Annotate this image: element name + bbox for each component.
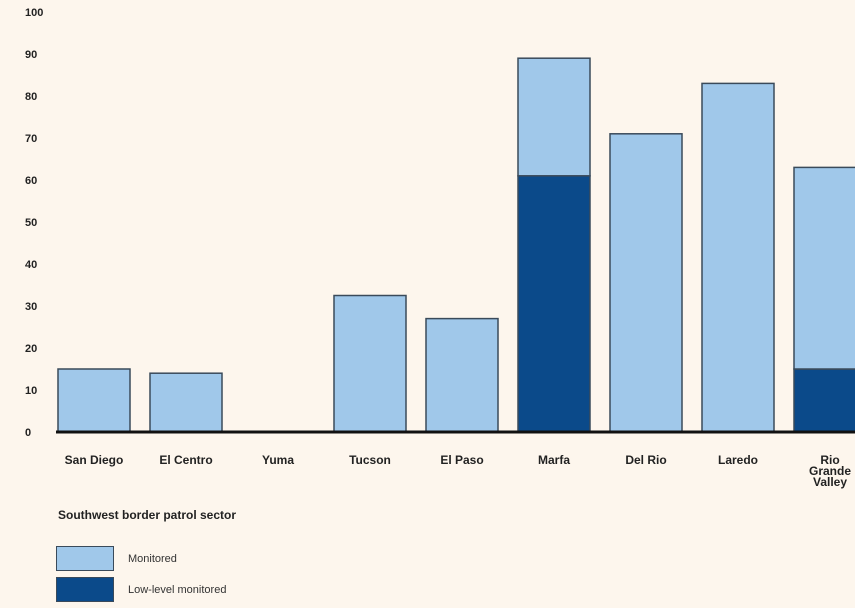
- x-tick-label-tucson: Tucson: [349, 453, 391, 467]
- legend-label-monitored: Monitored: [128, 552, 177, 565]
- legend-swatch-low-level-monitored: [56, 577, 114, 602]
- legend-item-low-level-monitored: Low-level monitored: [56, 577, 226, 602]
- bar-monitored-marfa: [517, 57, 591, 177]
- legend: Monitored Low-level monitored: [56, 546, 226, 608]
- y-tick-label-100: 100: [25, 7, 43, 19]
- x-tick-label-san-diego: San Diego: [65, 453, 124, 467]
- x-tick-label-rio-grande-valley: Rio Grande Valley: [809, 453, 851, 489]
- y-axis: 0 10 20 30 40 50 60 70 80 90 100: [25, 7, 43, 439]
- y-tick-label-60: 60: [25, 175, 37, 187]
- y-tick-label-0: 0: [25, 427, 31, 439]
- x-tick-label-el-centro: El Centro: [159, 453, 212, 467]
- x-tick-label-el-paso: El Paso: [440, 453, 483, 467]
- y-tick-label-80: 80: [25, 91, 37, 103]
- x-axis: San Diego El Centro Yuma Tucson El Paso Marfa…: [56, 430, 855, 489]
- legend-item-monitored: Monitored: [56, 546, 226, 571]
- y-tick-label-70: 70: [25, 133, 37, 145]
- bar-monitored-el-paso: [425, 317, 499, 433]
- y-tick-label-50: 50: [25, 217, 37, 229]
- bar-monitored-tucson: [333, 294, 407, 433]
- bar-low-level-rio-grande-valley: [793, 368, 855, 433]
- y-tick-label-20: 20: [25, 343, 37, 355]
- x-tick-label-del-rio: Del Rio: [625, 453, 666, 467]
- y-tick-label-40: 40: [25, 259, 37, 271]
- y-tick-label-10: 10: [25, 385, 37, 397]
- bar-monitored-laredo: [701, 82, 775, 433]
- x-axis-title: Southwest border patrol sector: [58, 508, 237, 522]
- y-tick-label-90: 90: [25, 49, 37, 61]
- x-tick-label-laredo: Laredo: [718, 453, 758, 467]
- bar-monitored-el-centro: [149, 372, 223, 433]
- bars: [57, 57, 855, 433]
- bar-monitored-san-diego: [57, 368, 131, 433]
- y-tick-label-30: 30: [25, 301, 37, 313]
- legend-swatch-monitored: [56, 546, 114, 571]
- legend-label-low-level-monitored: Low-level monitored: [128, 583, 227, 596]
- x-tick-label-marfa: Marfa: [538, 453, 570, 467]
- x-tick-label-yuma: Yuma: [262, 453, 294, 467]
- bar-monitored-rio-grande-valley: [793, 166, 855, 370]
- bar-low-level-marfa: [517, 175, 591, 433]
- bar-monitored-del-rio: [609, 133, 683, 433]
